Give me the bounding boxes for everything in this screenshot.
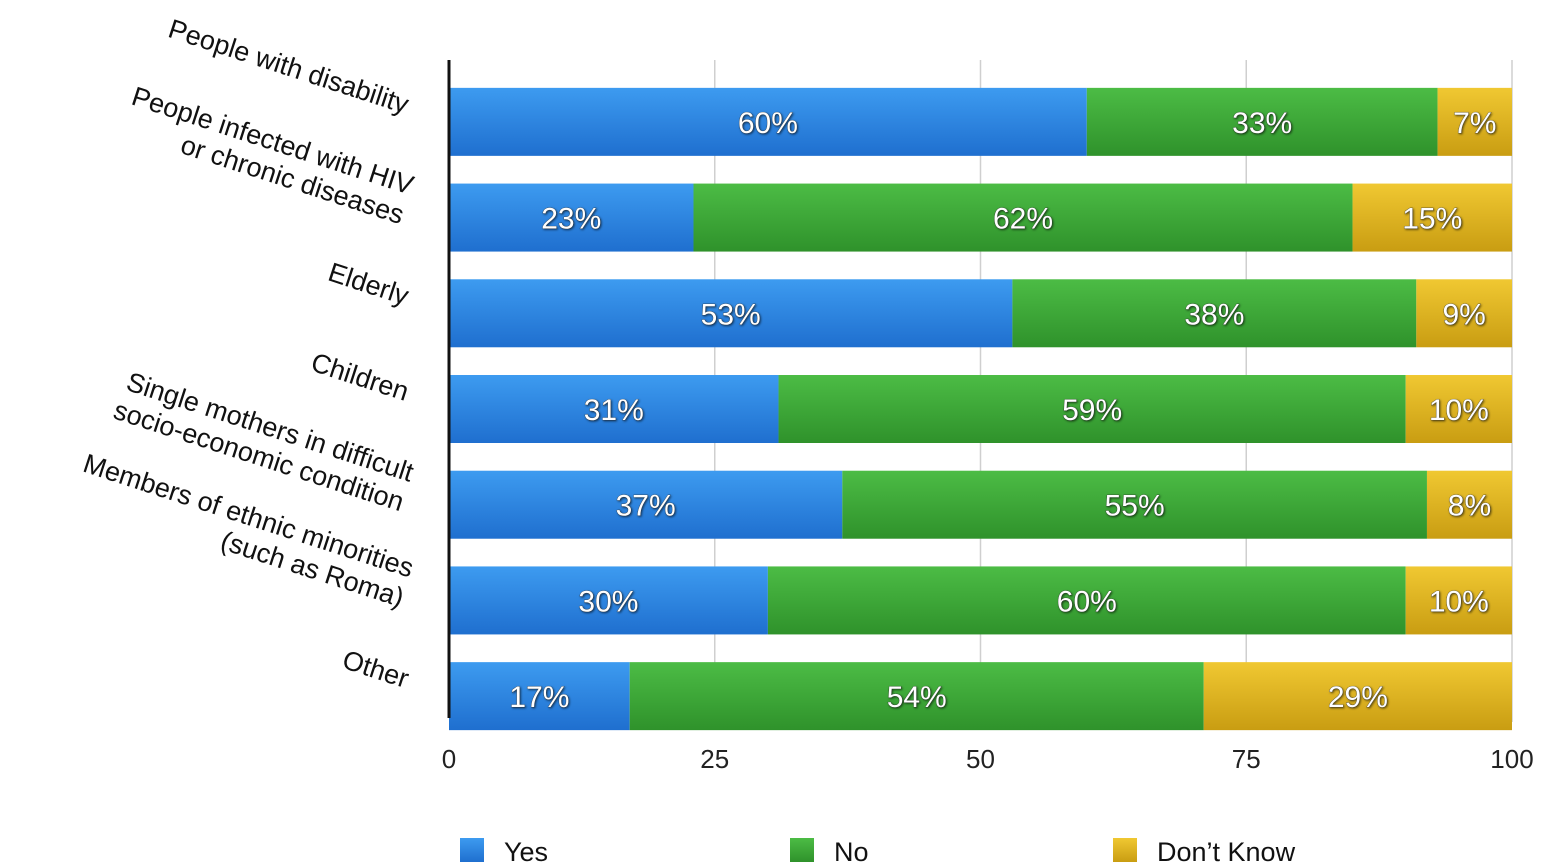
- bar-don-t-know: [1203, 662, 1512, 731]
- x-tick-label: 100: [1490, 744, 1533, 774]
- bar-value-label: 7%: [1453, 107, 1496, 140]
- legend-label: Don’t Know: [1157, 837, 1296, 866]
- bar-value-label: 31%: [584, 394, 644, 427]
- bar-value-label: 10%: [1429, 585, 1489, 618]
- bar-value-label: 62%: [993, 203, 1053, 236]
- bar-value-label: 55%: [1105, 490, 1165, 523]
- legend-swatch: [1113, 838, 1137, 862]
- bar-value-label: 10%: [1429, 394, 1489, 427]
- x-tick-label: 25: [700, 744, 729, 774]
- bar-don-t-know: [1405, 375, 1512, 443]
- bar-yes: [449, 87, 1087, 156]
- bar-don-t-know: [1416, 279, 1512, 348]
- bar-don-t-know: [1437, 87, 1512, 156]
- category-label: Children: [308, 347, 413, 407]
- category-label-line: Children: [308, 347, 413, 407]
- legend-label: Yes: [504, 837, 548, 866]
- legend-swatch: [790, 838, 814, 862]
- bar-no: [629, 662, 1204, 731]
- bar-value-label: 60%: [1057, 585, 1117, 618]
- bar-don-t-know: [1405, 566, 1512, 635]
- bar-value-label: 33%: [1232, 107, 1292, 140]
- x-tick-label: 75: [1232, 744, 1261, 774]
- bar-value-label: 29%: [1328, 681, 1388, 714]
- category-label-line: Elderly: [325, 257, 413, 311]
- bar-no: [842, 470, 1427, 539]
- x-axis-ticks: 0 25 50 75 100: [442, 744, 1534, 774]
- bar-yes: [449, 662, 630, 731]
- bar-value-label: 38%: [1184, 298, 1244, 331]
- x-tick-label: 50: [966, 744, 995, 774]
- bar-value-label: 17%: [509, 681, 569, 714]
- bar-value-label: 8%: [1448, 490, 1491, 523]
- bar-value-label: 9%: [1442, 298, 1485, 331]
- bar-value-label: 15%: [1402, 203, 1462, 236]
- bar-value-label: 30%: [578, 585, 638, 618]
- bars: [449, 87, 1512, 731]
- bar-value-label: 60%: [738, 107, 798, 140]
- bar-no: [693, 183, 1353, 252]
- bar-no: [1012, 279, 1417, 348]
- bar-value-label: 37%: [616, 490, 676, 523]
- bar-yes: [449, 470, 843, 539]
- category-label: Other: [339, 644, 413, 693]
- category-label-line: Other: [339, 644, 413, 693]
- bar-yes: [449, 279, 1013, 348]
- category-label: Elderly: [325, 257, 413, 311]
- bar-yes: [449, 375, 779, 443]
- bar-labels: 60% 33% 7% 23% 62% 15% 53% 38% 9% 31% 59% 10% 37% 55%…: [509, 107, 1497, 715]
- bar-no: [767, 566, 1406, 635]
- bar-no: [778, 375, 1406, 443]
- bar-value-label: 59%: [1062, 394, 1122, 427]
- bar-don-t-know: [1426, 470, 1512, 539]
- bar-don-t-know: [1352, 183, 1512, 252]
- bar-value-label: 23%: [541, 203, 601, 236]
- bar-yes: [449, 183, 694, 252]
- legend-label: No: [834, 837, 869, 866]
- bar-value-label: 54%: [887, 681, 947, 714]
- legend: Yes No Don’t Know: [460, 837, 1296, 866]
- legend-swatch: [460, 838, 484, 862]
- bar-no: [1086, 87, 1438, 156]
- bar-value-label: 53%: [701, 298, 761, 331]
- x-tick-label: 0: [442, 744, 456, 774]
- bar-yes: [449, 566, 768, 635]
